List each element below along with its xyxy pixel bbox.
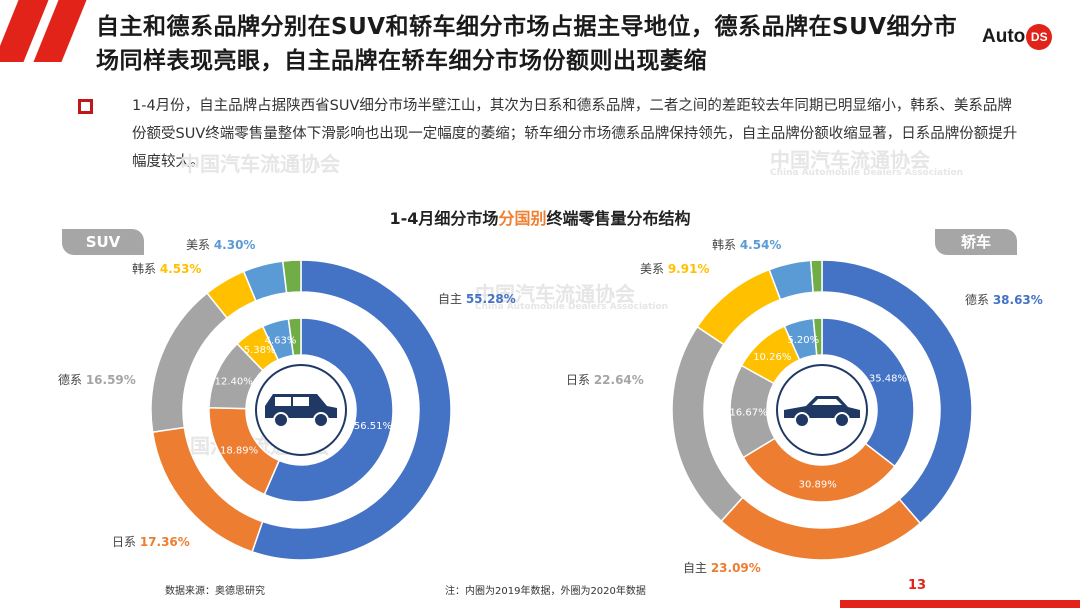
bullet-square-icon xyxy=(78,99,93,114)
outer-value-label: 美系 4.30% xyxy=(186,238,255,252)
watermark-en: China Automobile Dealers Association xyxy=(475,302,669,312)
outer-value-label: 自主 23.09% xyxy=(683,561,761,575)
slide-title: 自主和德系品牌分别在SUV和轿车细分市场占据主导地位，德系品牌在SUV细分市场同… xyxy=(96,14,958,74)
logo-text: Auto xyxy=(982,26,1026,48)
inner-value-label: 4.63% xyxy=(265,335,297,346)
logo-badge: DS xyxy=(1026,24,1053,50)
inner-value-label: 5.38% xyxy=(244,345,276,356)
suv-tag: SUV xyxy=(62,229,144,255)
inner-value-label: 30.89% xyxy=(799,479,837,490)
inner-value-label: 16.67% xyxy=(729,407,767,418)
outer-ring-segment xyxy=(251,259,452,561)
summary-paragraph: 1-4月份，自主品牌占据陕西省SUV细分市场半壁江山，其次为日系和德系品牌，二者… xyxy=(132,98,1018,170)
watermark: 中国汽车流通协会 xyxy=(180,152,340,176)
suv-icon xyxy=(265,394,337,428)
outer-value-label: 自主 55.28% xyxy=(438,292,516,306)
chart-title: 1-4月细分市场分国别终端零售量分布结构 xyxy=(389,209,691,228)
brand-logo: Auto DS xyxy=(982,24,1053,50)
watermark: 中国汽车流通协会 xyxy=(770,148,930,172)
outer-ring-segment xyxy=(720,496,922,561)
inner-value-label: 56.51% xyxy=(354,421,392,432)
watermark-en: China Automobile Dealers Association xyxy=(770,168,964,178)
sedan-tag: 轿车 xyxy=(935,229,1017,255)
outer-ring-segment xyxy=(281,259,302,294)
outer-value-label: 韩系 4.54% xyxy=(712,237,781,252)
inner-ring-segment xyxy=(742,437,896,503)
inner-ring-segment xyxy=(821,317,915,468)
source-note: 数据来源：奥德思研究 xyxy=(165,586,265,597)
outer-value-label: 德系 38.63% xyxy=(965,292,1043,307)
inner-value-label: 5.20% xyxy=(787,335,819,346)
outer-value-label: 韩系 4.53% xyxy=(132,261,201,276)
inner-value-label: 35.48% xyxy=(869,374,907,385)
inner-ring-segment xyxy=(812,317,823,357)
inner-ring-segment xyxy=(287,317,302,357)
inner-value-label: 10.26% xyxy=(753,352,791,363)
data-note: 注：内圈为2019年数据，外圈为2020年数据 xyxy=(445,586,646,597)
page-number: 13 xyxy=(908,578,927,593)
outer-value-label: 日系 22.64% xyxy=(566,373,644,387)
outer-value-label: 日系 17.36% xyxy=(112,535,190,549)
watermark: 中国汽车流通协会 xyxy=(475,282,635,306)
outer-ring-segment xyxy=(809,259,823,294)
outer-value-label: 德系 16.59% xyxy=(58,372,136,387)
outer-value-label: 美系 9.91% xyxy=(640,262,709,276)
inner-value-label: 18.89% xyxy=(220,446,258,457)
sedan-icon xyxy=(784,396,860,428)
outer-ring-segment xyxy=(696,268,782,346)
footer-bar xyxy=(840,600,1080,608)
inner-ring-segment xyxy=(263,317,394,503)
inner-value-label: 12.40% xyxy=(215,376,253,387)
